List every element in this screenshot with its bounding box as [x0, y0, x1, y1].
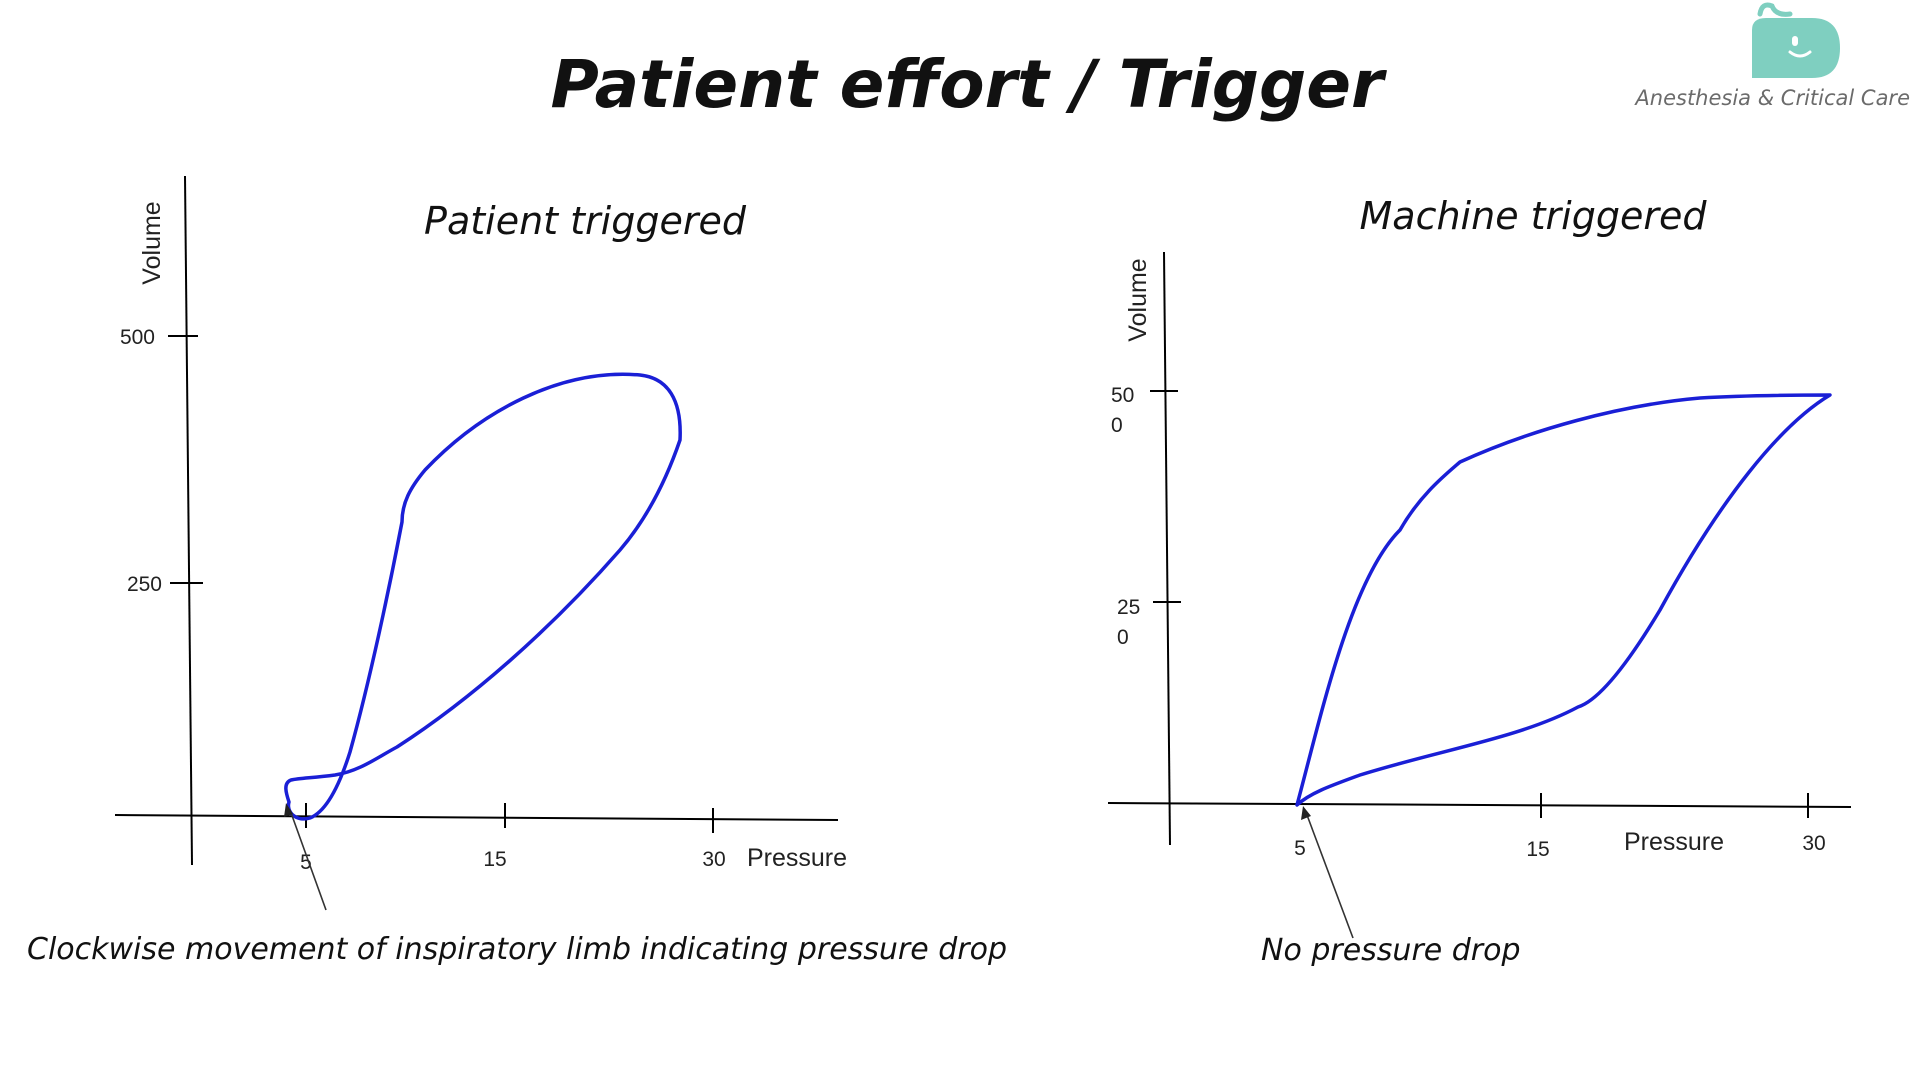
- right-panel: Machine triggered 50 0 25 0 5 15 30 Volu…: [1107, 194, 1852, 968]
- right-x-tick-label-30: 30: [1802, 832, 1825, 855]
- right-annotation-arrowhead: [1301, 806, 1311, 820]
- left-panel-caption: Clockwise movement of inspiratory limb i…: [27, 932, 1007, 967]
- page-title: Patient effort / Trigger: [550, 46, 1387, 123]
- right-panel-title: Machine triggered: [1360, 194, 1708, 238]
- right-pv-loop: [1295, 393, 1832, 807]
- right-x-tick-label-15: 15: [1526, 838, 1549, 861]
- left-x-tick-label-30: 30: [702, 848, 725, 871]
- right-x-tick-label-5: 5: [1294, 837, 1306, 860]
- left-x-tick-label-5: 5: [300, 851, 312, 874]
- left-x-tick-label-15: 15: [483, 848, 506, 871]
- left-y-axis: [184, 175, 193, 866]
- left-pv-loop: [284, 372, 682, 821]
- left-annotation-pointer: [289, 809, 327, 911]
- left-x-axis-title: Pressure: [747, 844, 847, 872]
- right-x-axis: [1107, 802, 1852, 808]
- left-panel: Patient triggered 500 250 5 15 30 Volume…: [27, 175, 1007, 967]
- right-y-tick-label-500-line2: 0: [1111, 414, 1123, 437]
- right-x-axis-title: Pressure: [1624, 828, 1724, 856]
- brand-logo-icon: [1752, 2, 1840, 78]
- left-y-axis-title: Volume: [138, 201, 166, 284]
- right-y-tick-label-500-line1: 50: [1111, 384, 1134, 407]
- right-y-tick-label-250-line2: 0: [1117, 626, 1129, 649]
- left-y-tick-label-500: 500: [120, 326, 155, 349]
- right-y-axis-title: Volume: [1124, 258, 1152, 341]
- left-annotation-arrowhead: [284, 803, 293, 817]
- right-y-tick-label-250-line1: 25: [1117, 596, 1140, 619]
- brand-name: Anesthesia & Critical Care: [1633, 86, 1910, 110]
- brand-logo: Anesthesia & Critical Care: [1633, 2, 1910, 110]
- right-panel-caption: No pressure drop: [1261, 933, 1521, 968]
- left-x-axis: [114, 814, 839, 821]
- right-y-axis: [1163, 251, 1171, 846]
- left-y-tick-label-250: 250: [127, 573, 162, 596]
- right-annotation-pointer: [1306, 814, 1354, 939]
- left-panel-title: Patient triggered: [424, 199, 747, 243]
